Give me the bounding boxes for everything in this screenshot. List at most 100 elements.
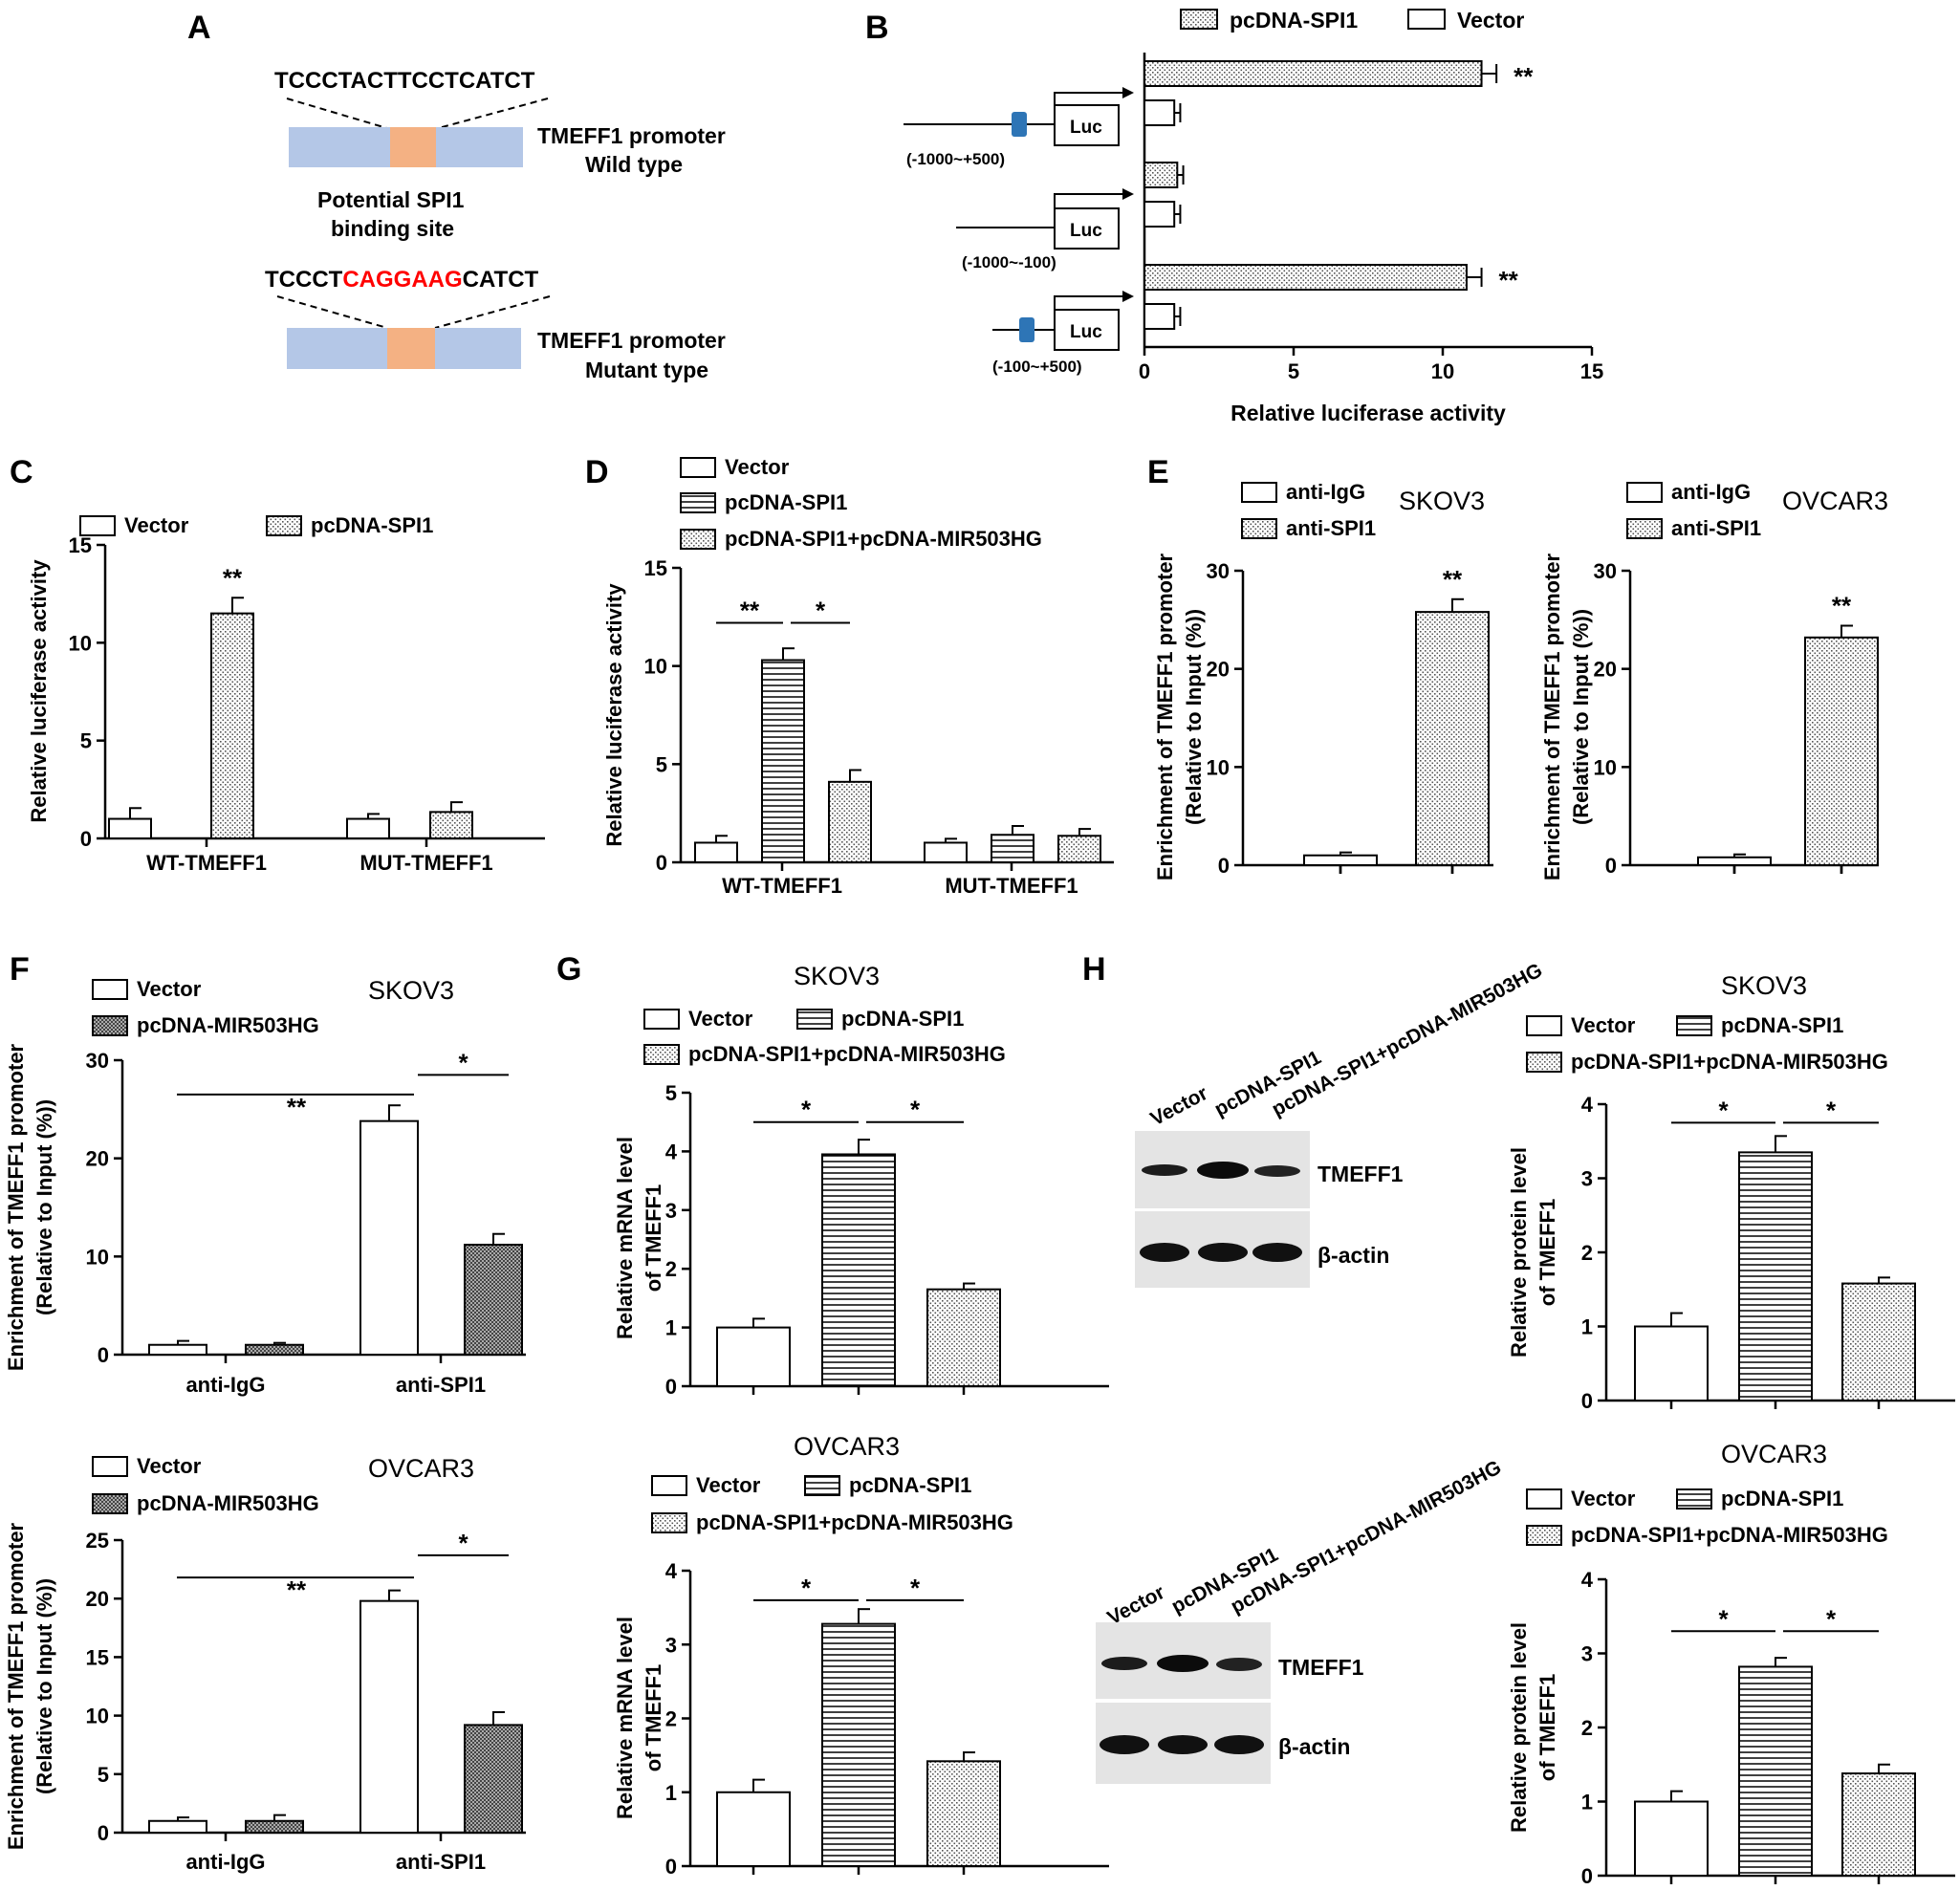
- y-tick-label: 0: [98, 1821, 109, 1845]
- bar: [464, 1244, 523, 1356]
- blot2-actin-band-2: [1158, 1735, 1208, 1754]
- bar: [108, 817, 152, 839]
- bar: [1057, 835, 1101, 864]
- blot2-actin-band-1: [1100, 1735, 1149, 1754]
- blot2-tmeff1-band-2: [1157, 1655, 1209, 1672]
- legend-label: Vector: [1571, 1013, 1636, 1037]
- y-tick-label: 0: [1581, 1864, 1593, 1888]
- legend-swatch: [92, 979, 128, 1000]
- bar: [821, 1622, 896, 1867]
- x-tick-label: MUT-TMEFF1: [359, 851, 492, 875]
- site-label-line1: Potential SPI1: [317, 187, 465, 212]
- bar: [1841, 1282, 1916, 1402]
- mut-label-line1: TMEFF1 promoter: [537, 328, 726, 353]
- bar: [1143, 264, 1468, 291]
- bar: [1804, 636, 1879, 867]
- y-axis-label: of TMEFF1: [642, 1184, 665, 1292]
- bar: [148, 1819, 207, 1835]
- significance-label: *: [1718, 1604, 1729, 1633]
- bar: [716, 1791, 791, 1867]
- chart-g2: 0 1 2 3 4 Relative mRNA level of TMEFF1 OVCAR3 V…: [613, 1432, 1109, 1879]
- panel-letter-e: E: [1147, 454, 1169, 490]
- panel-letter-f: F: [10, 951, 30, 988]
- y-tick-label: 4: [665, 1140, 678, 1163]
- y-tick-label: 3: [1581, 1167, 1593, 1191]
- significance-label: **: [1514, 62, 1534, 91]
- x-tick-label: 0: [1139, 359, 1150, 383]
- chart-b: 0 5 10 15 Relative luciferase activity ** **: [1139, 53, 1603, 425]
- chart-title: OVCAR3: [368, 1454, 474, 1483]
- x-tick-label: 10: [1431, 359, 1454, 383]
- significance-label: *: [1718, 1096, 1729, 1124]
- blot1-tmeff1-band-1: [1142, 1164, 1187, 1176]
- y-tick-label: 0: [1218, 854, 1230, 878]
- mut-seq-mutation: CAGGAAG: [342, 267, 462, 293]
- chart-title: OVCAR3: [1782, 487, 1888, 515]
- legend-label: pcDNA-MIR503HG: [137, 1013, 319, 1037]
- legend-label: pcDNA-SPI1+pcDNA-MIR503HG: [1571, 1050, 1888, 1074]
- legend-label-pcdna-spi1: pcDNA-SPI1: [1230, 8, 1358, 33]
- legend-swatch: [651, 1475, 687, 1496]
- y-tick-label: 3: [665, 1633, 677, 1657]
- chart-title: SKOV3: [794, 962, 880, 990]
- mut-sequence: TCCCTCAGGAAGCATCT: [265, 267, 539, 293]
- y-tick-label: 0: [665, 1855, 677, 1879]
- mut-label-line2: Mutant type: [585, 358, 708, 382]
- y-tick-label: 30: [1207, 559, 1230, 583]
- bar: [1697, 856, 1772, 867]
- chart-h2: 0 1 2 3 4 Relative protein level of TMEFF1 OVCA…: [1507, 1440, 1955, 1888]
- y-tick-label: 2: [1581, 1716, 1593, 1740]
- legend-swatch: [1626, 482, 1663, 503]
- y-tick-label: 5: [98, 1763, 109, 1787]
- x-tick-label: MUT-TMEFF1: [945, 874, 1078, 898]
- y-axis-label: Enrichment of TMEFF1 promoter: [1153, 553, 1177, 880]
- x-tick-label: anti-IgG: [185, 1373, 265, 1397]
- significance-label: *: [1826, 1096, 1837, 1124]
- blot2-lane-label-1: Vector: [1104, 1581, 1168, 1629]
- blot2-lane-label-3: pcDNA-SPI1+pcDNA-MIR503HG: [1228, 1456, 1506, 1618]
- y-tick-label: 20: [86, 1587, 109, 1611]
- bar: [1143, 60, 1483, 87]
- x-tick-label: anti-SPI1: [396, 1850, 486, 1874]
- y-axis-label: Relative mRNA level: [613, 1617, 637, 1819]
- significance-label: *: [1826, 1604, 1837, 1633]
- y-tick-label: 10: [1594, 755, 1617, 779]
- bar: [926, 1760, 1001, 1868]
- significance-label: *: [801, 1096, 812, 1124]
- legend-swatch: [266, 515, 302, 536]
- mut-dash-left: [276, 295, 388, 329]
- y-axis-label: Enrichment of TMEFF1 promoter: [4, 1043, 28, 1371]
- wt-dash-right: [434, 98, 549, 130]
- y-tick-label: 1: [665, 1316, 677, 1340]
- bar: [1634, 1800, 1709, 1877]
- legend-swatch: [651, 1512, 687, 1533]
- mut-dash-right: [434, 295, 551, 329]
- y-axis-label: Enrichment of TMEFF1 promoter: [4, 1522, 28, 1850]
- chart-f2: 0 5 10 15 20 25 Enrichment of TMEFF1 promoter(…: [4, 1454, 526, 1874]
- chart-e1: 0 10 20 30 Enrichment of TMEFF1 promoter (Rel…: [1153, 480, 1493, 880]
- legend-label: anti-IgG: [1671, 480, 1751, 504]
- chart-title: SKOV3: [1399, 487, 1485, 515]
- y-axis-label: Relative luciferase activity: [602, 583, 626, 847]
- bar: [821, 1153, 896, 1387]
- panel-letter-b: B: [865, 10, 889, 46]
- legend-label: pcDNA-SPI1+pcDNA-MIR503HG: [725, 527, 1042, 551]
- chart-title: SKOV3: [1721, 971, 1807, 1000]
- legend-label: Vector: [124, 513, 189, 537]
- blot1-tmeff1-label: TMEFF1: [1318, 1162, 1404, 1186]
- bar: [148, 1343, 207, 1356]
- blot2-tmeff1-label: TMEFF1: [1278, 1655, 1364, 1680]
- chart-title: OVCAR3: [1721, 1440, 1827, 1468]
- panel-a-schematic: TCCCTACTTCCTCATCT TMEFF1 promoter Wild t…: [265, 68, 726, 382]
- y-tick-label: 1: [665, 1781, 677, 1805]
- site-label-line2: binding site: [331, 216, 454, 241]
- y-tick-label: 25: [86, 1529, 109, 1553]
- x-tick-label: 15: [1580, 359, 1603, 383]
- blot1-tmeff1-band-3: [1254, 1165, 1300, 1177]
- y-tick-label: 0: [1605, 854, 1617, 878]
- construct-1-arrowhead: [1122, 87, 1134, 98]
- blot2-tmeff1-band-3: [1216, 1658, 1262, 1671]
- significance-label: **: [740, 596, 760, 624]
- y-tick-label: 15: [69, 533, 92, 557]
- legend-label: pcDNA-SPI1: [1721, 1013, 1843, 1037]
